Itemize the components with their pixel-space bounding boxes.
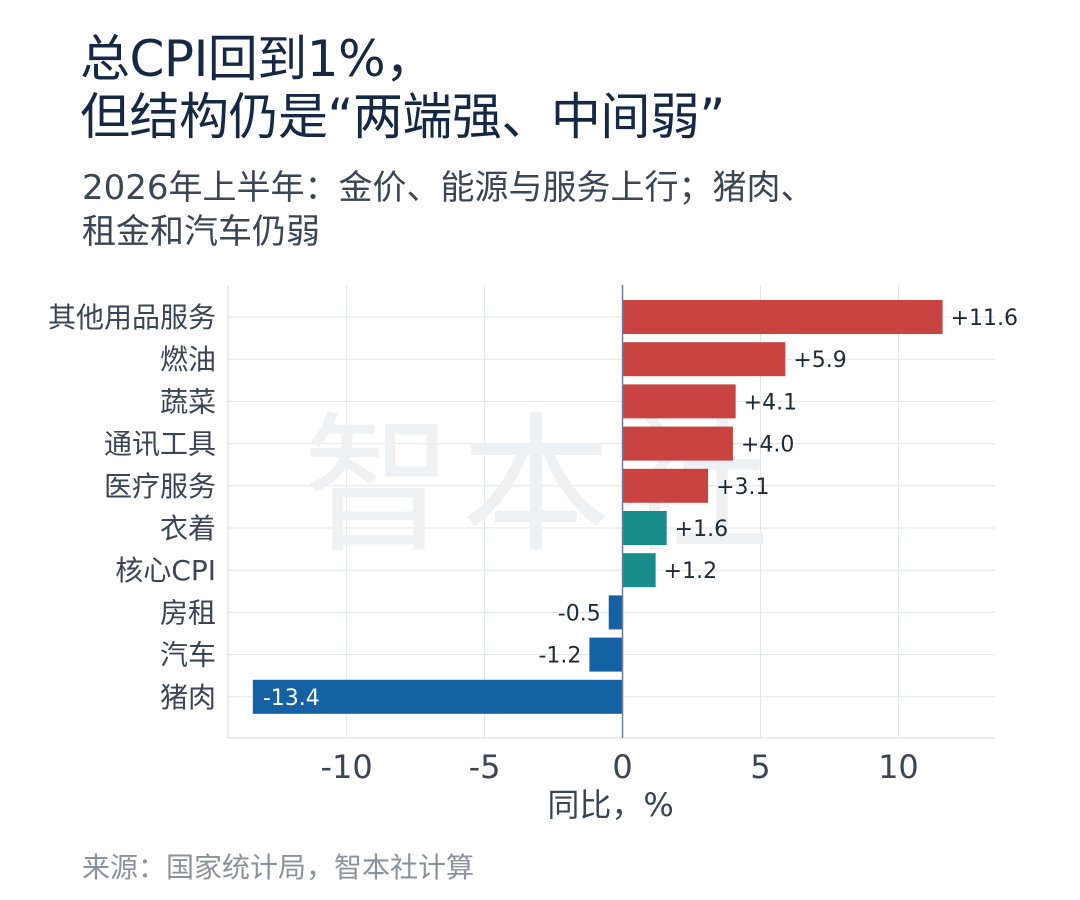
chart-title-line-1: 总CPI回到1%， — [80, 30, 435, 88]
category-label: 猪肉 — [160, 681, 216, 714]
category-label: 其他用品服务 — [48, 301, 216, 334]
bar — [622, 300, 943, 334]
bar — [622, 342, 786, 377]
x-tick-label: 0 — [612, 748, 632, 786]
x-tick-label: -5 — [469, 748, 501, 786]
value-label: +1.6 — [675, 517, 728, 542]
category-label: 汽车 — [160, 639, 216, 672]
category-label: 核心CPI — [115, 554, 216, 587]
value-label: -1.2 — [538, 644, 581, 669]
category-label: 医疗服务 — [104, 470, 216, 503]
chart-title-line-2: 但结构仍是“两端强、中间弱” — [80, 88, 725, 146]
value-label: +4.0 — [741, 433, 794, 458]
chart-subtitle-line-1: 2026年上半年：金价、能源与服务上行；猪肉、 — [82, 168, 815, 208]
bar — [622, 511, 667, 545]
category-label: 燃油 — [160, 343, 216, 376]
value-label: +3.1 — [716, 475, 769, 500]
value-label: +5.9 — [793, 348, 846, 373]
value-label: -0.5 — [558, 601, 601, 626]
bar — [622, 468, 709, 503]
x-tick-label: -10 — [321, 748, 373, 786]
bar — [622, 426, 733, 461]
category-label: 通讯工具 — [104, 428, 216, 461]
value-label: -13.4 — [263, 686, 320, 711]
chart-subtitle-line-2: 租金和汽车仍弱 — [82, 212, 320, 252]
value-label: +11.6 — [951, 306, 1018, 331]
value-label: +4.1 — [744, 390, 797, 415]
bar — [589, 637, 623, 672]
category-label: 衣着 — [160, 512, 216, 545]
x-axis-title: 同比，% — [547, 786, 673, 824]
x-tick-label: 5 — [750, 748, 770, 786]
bar — [252, 679, 623, 714]
bar — [622, 553, 656, 588]
source-note: 来源：国家统计局，智本社计算 — [82, 851, 475, 884]
bar — [608, 595, 623, 630]
category-label: 房租 — [160, 596, 216, 629]
bar — [622, 384, 736, 419]
chart-title: 总CPI回到1%， 但结构仍是“两端强、中间弱” — [80, 30, 725, 146]
category-label: 蔬菜 — [160, 385, 216, 418]
value-label: +1.2 — [664, 559, 717, 584]
x-tick-label: 10 — [878, 748, 919, 786]
chart-subtitle: 2026年上半年：金价、能源与服务上行；猪肉、 租金和汽车仍弱 — [82, 166, 815, 254]
